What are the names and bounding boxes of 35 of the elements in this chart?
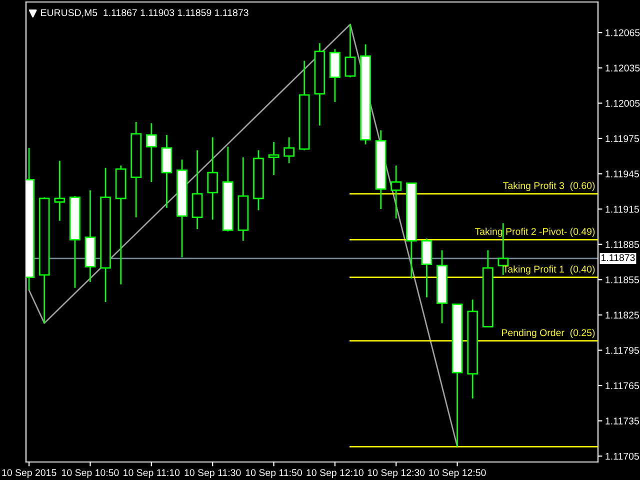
y-tick-label: 1.11885	[606, 241, 639, 248]
y-tick-label: 1.11765	[606, 382, 639, 390]
y-tick-label: 1.12065	[606, 29, 640, 36]
y-tick-label: 1.11735	[606, 418, 639, 424]
candlestick	[268, 141, 280, 176]
candlestick	[390, 164, 402, 220]
candlestick	[284, 136, 294, 164]
y-tick-label: 1.11705	[606, 452, 639, 460]
y-tick-label: 1.12035	[606, 64, 640, 72]
y-tick-label: 1.11945	[606, 170, 639, 178]
candlestick	[344, 24, 356, 78]
x-tick-label: 10 Sep 12:50	[429, 469, 486, 478]
y-tick-label: 1.11855	[606, 276, 639, 284]
x-tick-label: 10 Sep 2015	[2, 469, 56, 478]
candlestick	[54, 160, 66, 222]
candlestick	[207, 136, 218, 220]
y-tick-label: 1.11825	[606, 312, 639, 319]
x-tick-label: 10 Sep 10:50	[62, 469, 119, 478]
series-label: Taking Profit 2 -Pivot- (0.49)	[474, 228, 595, 237]
y-tick-label: 1.11795	[606, 346, 639, 354]
candlestick	[421, 238, 432, 298]
y-tick-label: 1.12005	[606, 100, 640, 107]
y-tick-label: 1.11975	[606, 135, 639, 142]
x-tick-label: 10 Sep 12:10	[306, 469, 364, 478]
x-tick-label: 10 Sep 12:30	[368, 469, 425, 478]
ref-line-label: 1.11873	[602, 254, 635, 262]
x-tick-label: 10 Sep 11:30	[184, 469, 241, 478]
y-tick-label: 1.11915	[606, 206, 639, 213]
x-tick-label: 10 Sep 11:10	[124, 469, 180, 478]
series-label: Pending Order (0.25)	[502, 328, 595, 338]
candlestick	[192, 150, 203, 230]
text: EURUSD,M5 1.11867 1.11903 1.11859 1.11873	[41, 9, 248, 18]
series-label: Taking Profit 3 (0.60)	[503, 182, 595, 191]
x-tick-label: 10 Sep 11:50	[246, 469, 302, 478]
candlestick	[146, 122, 157, 183]
